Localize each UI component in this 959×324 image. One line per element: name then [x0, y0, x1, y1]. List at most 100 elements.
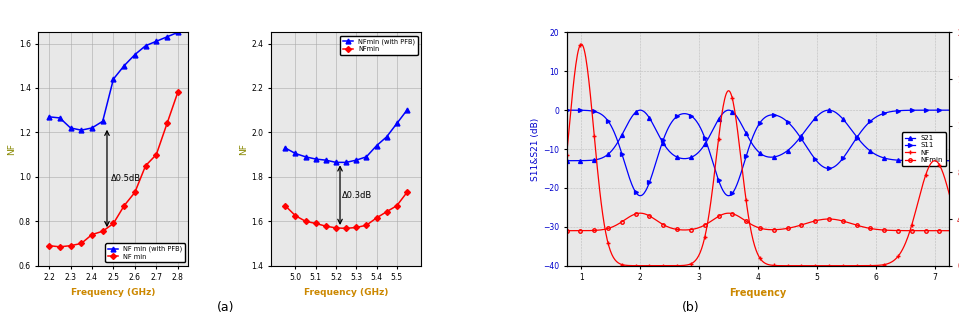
Line: NF min: NF min: [47, 90, 180, 249]
Legend: S21, S11, NF, NFmin: S21, S11, NF, NFmin: [901, 132, 946, 166]
NF min (with PFB): [76, 128, 87, 132]
NFmin: [279, 204, 291, 208]
NF min: [172, 90, 183, 94]
Line: NFmin: NFmin: [565, 212, 951, 232]
NF: [769, 263, 781, 267]
NFmin: [340, 226, 352, 230]
NFmin: [789, 225, 801, 229]
NF: [877, 263, 888, 267]
NFmin: [769, 228, 781, 232]
S11: [935, 108, 947, 112]
NFmin: [723, 211, 735, 215]
NF: [789, 264, 801, 268]
NFmin (with PFB): [381, 135, 392, 139]
NF min (with PFB): [54, 116, 65, 120]
NF min (with PFB): [86, 126, 98, 130]
Line: NFmin (with PFB): NFmin (with PFB): [283, 108, 409, 165]
Text: (b): (b): [682, 301, 699, 314]
NFmin: [330, 226, 341, 230]
NF: [743, 219, 755, 223]
NFmin: [300, 219, 312, 223]
NFmin: [743, 221, 755, 225]
NF min (with PFB): [65, 126, 77, 130]
NFmin (with PFB): [371, 144, 383, 148]
Line: NFmin: NFmin: [283, 190, 409, 230]
NF min (with PFB): [161, 35, 173, 39]
S11: [746, 138, 758, 142]
Line: NF min (with PFB): NF min (with PFB): [47, 30, 180, 133]
NFmin (with PFB): [350, 158, 362, 162]
Text: Δ0.3dB: Δ0.3dB: [342, 191, 372, 200]
NF min: [54, 245, 65, 249]
NFmin: [350, 226, 362, 229]
Text: (a): (a): [217, 301, 234, 314]
S11: [743, 145, 755, 149]
NFmin (with PFB): [391, 122, 403, 125]
Line: S21: S21: [565, 108, 951, 163]
NFmin (with PFB): [361, 155, 372, 159]
X-axis label: Frequency: Frequency: [730, 288, 786, 298]
NF min: [151, 153, 162, 156]
NF min (with PFB): [172, 30, 183, 34]
Y-axis label: NF: NF: [240, 143, 248, 155]
NFmin (with PFB): [310, 157, 321, 161]
NFmin: [944, 229, 955, 233]
NFmin: [310, 222, 321, 226]
Text: Δ0.5dB: Δ0.5dB: [111, 174, 141, 183]
S11: [561, 108, 573, 112]
NFmin (with PFB): [300, 155, 312, 159]
S21: [944, 159, 955, 163]
Line: S11: S11: [565, 108, 951, 198]
NF: [561, 153, 573, 157]
Y-axis label: NF: NF: [7, 143, 15, 155]
NFmin (with PFB): [290, 152, 301, 156]
NF min: [140, 164, 152, 168]
NFmin: [381, 210, 392, 214]
S21: [723, 108, 735, 112]
NFmin: [320, 224, 332, 228]
S21: [561, 159, 573, 163]
NF min: [118, 204, 129, 208]
NF min (with PFB): [43, 115, 55, 119]
NFmin: [391, 204, 403, 208]
NF min (with PFB): [129, 53, 141, 57]
NF min: [129, 191, 141, 194]
NFmin: [290, 214, 301, 218]
NF min: [65, 244, 77, 248]
X-axis label: Frequency (GHz): Frequency (GHz): [304, 288, 388, 297]
NFmin: [561, 229, 573, 233]
S11: [789, 128, 801, 132]
NF min: [97, 229, 108, 233]
S21: [743, 137, 755, 141]
S21: [935, 159, 947, 163]
NF: [811, 264, 823, 268]
NFmin (with PFB): [340, 160, 352, 164]
NF min (with PFB): [107, 77, 119, 81]
S11: [944, 108, 955, 112]
NF: [936, 168, 947, 172]
NF min: [86, 233, 98, 237]
NF min (with PFB): [151, 39, 162, 43]
NFmin (with PFB): [320, 158, 332, 162]
NFmin (with PFB): [330, 160, 341, 164]
NFmin: [371, 216, 383, 220]
NF min (with PFB): [140, 44, 152, 48]
NFmin: [935, 229, 947, 233]
Line: NF: NF: [564, 42, 952, 268]
S11: [769, 113, 781, 117]
NF min: [161, 122, 173, 125]
X-axis label: Frequency (GHz): Frequency (GHz): [71, 288, 155, 297]
NF min: [43, 244, 55, 248]
Y-axis label: S11&S21 (dB): S11&S21 (dB): [531, 117, 540, 181]
S21: [746, 141, 758, 145]
S21: [876, 155, 887, 159]
NFmin: [876, 228, 887, 232]
NF min: [76, 241, 87, 245]
NFmin: [746, 223, 758, 226]
NFmin: [361, 223, 372, 227]
Legend: NFmin (with PFB), NFmin: NFmin (with PFB), NFmin: [340, 36, 418, 55]
Legend: NF min (with PFB), NF min: NF min (with PFB), NF min: [105, 243, 185, 262]
S21: [769, 155, 781, 159]
NF: [575, 42, 587, 46]
NF min (with PFB): [118, 64, 129, 68]
